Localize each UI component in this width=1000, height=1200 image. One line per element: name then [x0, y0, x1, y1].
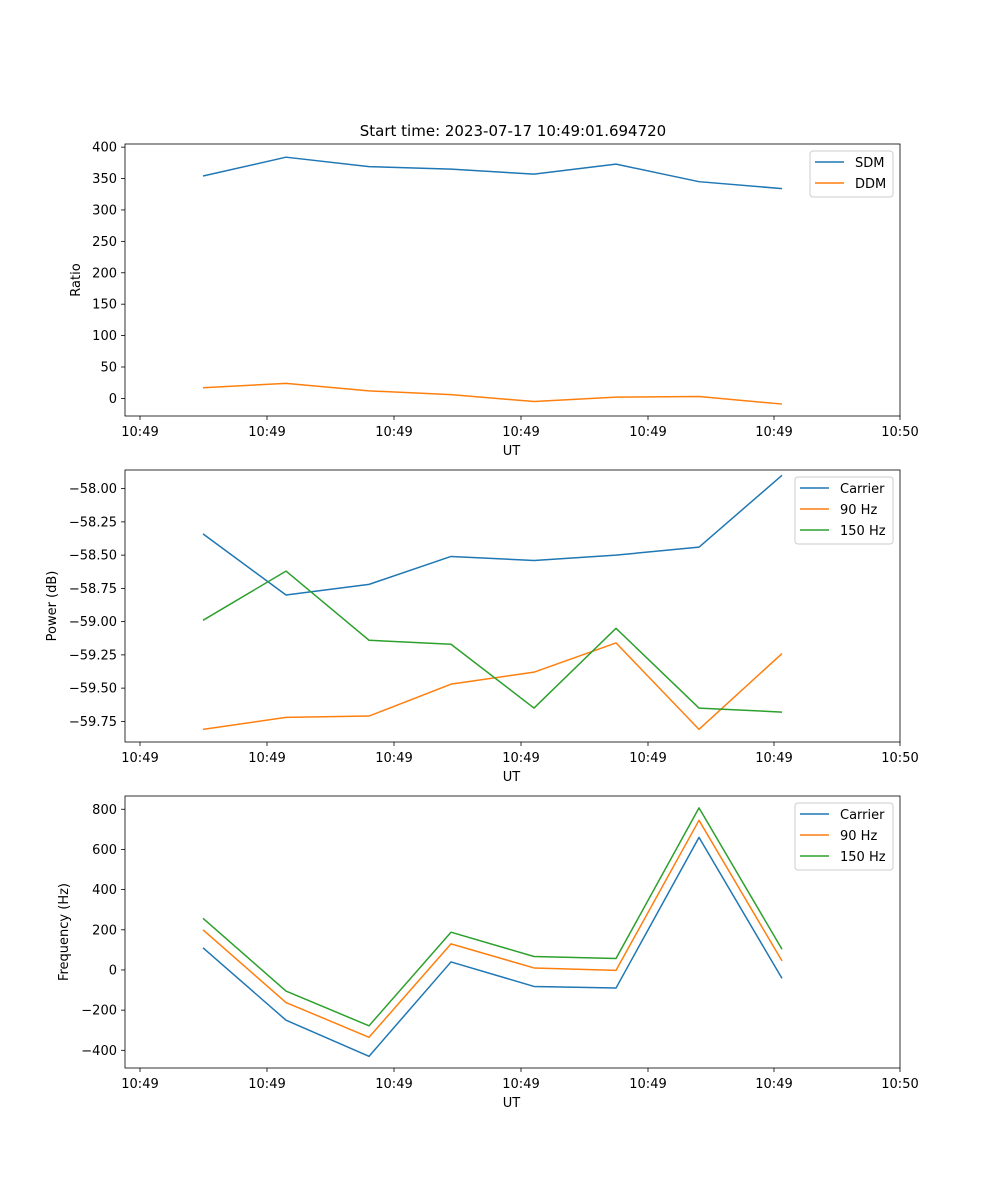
y-tick-label: 250	[92, 235, 117, 250]
y-tick-label: 400	[92, 141, 117, 156]
x-tick-label: 10:49	[629, 751, 666, 766]
x-tick-label: 10:49	[755, 1077, 792, 1092]
x-tick-label: 10:50	[881, 751, 918, 766]
chart-title: Start time: 2023-07-17 10:49:01.694720	[360, 122, 666, 140]
y-tick-label: −59.75	[69, 715, 117, 730]
axes-frame	[124, 143, 901, 417]
y-tick-label: −400	[81, 1044, 117, 1059]
x-axis-label: UT	[503, 1096, 521, 1111]
y-tick-label: −59.50	[69, 682, 117, 697]
legend-label: DDM	[855, 177, 886, 192]
series-line-150-hz	[202, 570, 783, 713]
axes-frame	[124, 469, 901, 743]
series-line-ddm	[202, 382, 783, 405]
y-tick-label: 350	[92, 172, 117, 187]
x-tick-label: 10:49	[375, 425, 412, 440]
x-tick-label: 10:49	[248, 1077, 285, 1092]
x-tick-label: 10:49	[502, 751, 539, 766]
legend: Carrier 90 Hz 150 Hz	[794, 802, 894, 871]
legend-label: Carrier	[840, 808, 885, 823]
x-tick-label: 10:49	[629, 425, 666, 440]
x-tick-label: 10:49	[121, 751, 158, 766]
y-tick-label: 150	[92, 298, 117, 313]
x-tick-label: 10:49	[375, 1077, 412, 1092]
x-tick-label: 10:49	[502, 1077, 539, 1092]
y-axis-label: Power (dB)	[45, 571, 60, 642]
series-line-90-hz	[202, 819, 783, 1039]
y-tick-label: −200	[81, 1004, 117, 1019]
y-tick-label: 800	[92, 803, 117, 818]
legend-label: Carrier	[840, 482, 885, 497]
y-tick-label: 200	[92, 266, 117, 281]
x-axis-label: UT	[503, 770, 521, 785]
legend: Carrier 90 Hz 150 Hz	[794, 476, 894, 545]
x-tick-label: 10:50	[881, 425, 918, 440]
y-tick-label: −58.50	[69, 549, 117, 564]
x-tick-label: 10:50	[881, 1077, 918, 1092]
panel-2: 10:49 10:49 10:49 10:49 10:49 10:49 10:50 UT −58…	[45, 469, 919, 785]
legend: SDM DDM	[809, 150, 894, 198]
axes-frame	[124, 795, 901, 1069]
legend-label: 150 Hz	[840, 850, 886, 865]
x-tick-label: 10:49	[121, 425, 158, 440]
series-line-carrier	[202, 474, 783, 596]
y-tick-label: −59.00	[69, 615, 117, 630]
y-tick-label: 50	[100, 361, 117, 376]
y-tick-label: −58.75	[69, 582, 117, 597]
series-line-90-hz	[202, 642, 783, 731]
y-tick-label: 0	[109, 963, 117, 978]
y-tick-label: 600	[92, 843, 117, 858]
x-axis-label: UT	[503, 444, 521, 459]
x-tick-label: 10:49	[755, 425, 792, 440]
y-tick-label: −59.25	[69, 648, 117, 663]
y-tick-label: 0	[109, 392, 117, 407]
series-line-sdm	[202, 156, 783, 190]
panel-3: 10:49 10:49 10:49 10:49 10:49 10:49 10:50 UT −40…	[57, 795, 919, 1111]
y-axis-label: Frequency (Hz)	[57, 883, 72, 981]
legend-box	[794, 476, 894, 545]
y-tick-label: 400	[92, 883, 117, 898]
x-tick-label: 10:49	[248, 751, 285, 766]
y-tick-label: 100	[92, 329, 117, 344]
y-axis-label: Ratio	[69, 263, 84, 296]
legend-label: 90 Hz	[840, 829, 877, 844]
legend-label: SDM	[855, 156, 884, 171]
legend-label: 150 Hz	[840, 524, 886, 539]
series-line-carrier	[202, 836, 783, 1058]
legend-label: 90 Hz	[840, 503, 877, 518]
y-tick-label: −58.25	[69, 515, 117, 530]
x-tick-label: 10:49	[755, 751, 792, 766]
x-tick-label: 10:49	[629, 1077, 666, 1092]
y-tick-label: −58.00	[69, 482, 117, 497]
x-tick-label: 10:49	[375, 751, 412, 766]
legend-box	[794, 802, 894, 871]
series-line-150-hz	[202, 807, 783, 1027]
y-tick-label: 200	[92, 923, 117, 938]
x-tick-label: 10:49	[121, 1077, 158, 1092]
x-tick-label: 10:49	[248, 425, 285, 440]
panels: 10:49 10:49 10:49 10:49 10:49 10:49 10:50 UT 0 50…	[45, 141, 919, 1111]
y-tick-label: 300	[92, 203, 117, 218]
panel-1: 10:49 10:49 10:49 10:49 10:49 10:49 10:50 UT 0 50…	[69, 141, 919, 459]
x-tick-label: 10:49	[502, 425, 539, 440]
